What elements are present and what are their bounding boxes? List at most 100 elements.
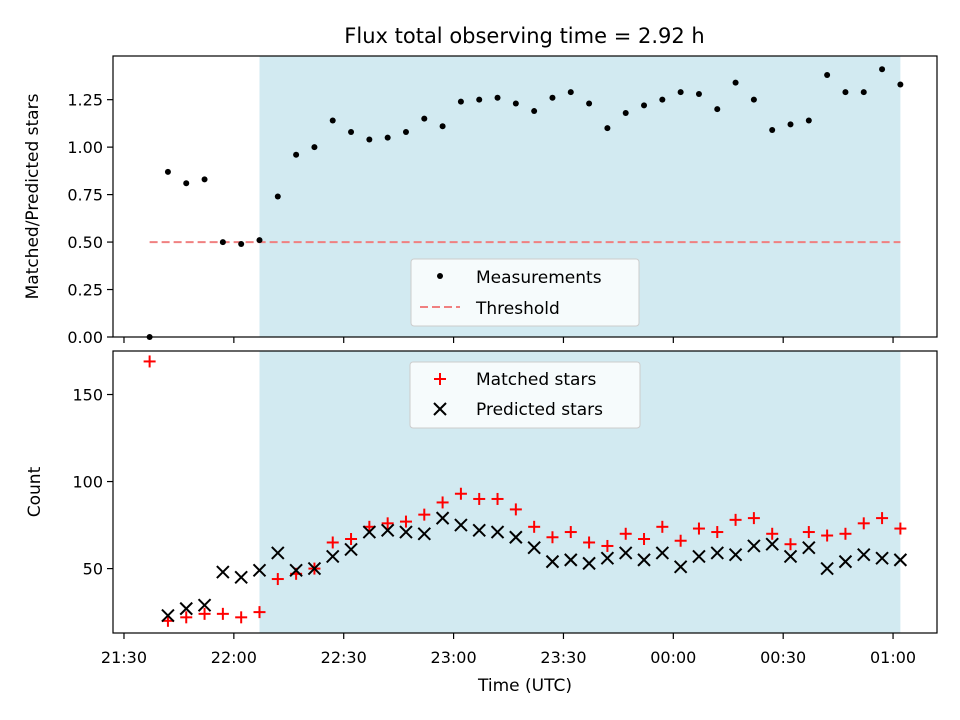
measurement-point (329, 117, 336, 124)
predicted-stars-points (161, 511, 908, 623)
matched-star-point (528, 520, 541, 533)
predicted-star-point (564, 553, 578, 567)
predicted-star-point (875, 551, 889, 565)
matched-star-point (509, 503, 522, 516)
matched-star-point (143, 355, 156, 368)
matched-star-point (638, 533, 651, 545)
matched-star-point (491, 492, 504, 505)
y-tick-label: 0.00 (67, 328, 103, 347)
measurement-point (256, 237, 263, 244)
measurement-point (641, 102, 648, 109)
measurement-point (897, 81, 904, 88)
x-tick-label: 23:30 (540, 648, 586, 667)
bottom-axes-frame (112, 350, 938, 634)
measurement-point (439, 123, 446, 130)
matched-star-point (802, 526, 815, 539)
predicted-star-point (838, 554, 853, 569)
matched-star-point (198, 607, 211, 620)
predicted-star-point (197, 598, 212, 612)
predicted-star-point (692, 549, 706, 564)
matched-star-point (747, 512, 760, 525)
measurement-point (476, 96, 483, 103)
matched-star-point (546, 531, 559, 544)
matched-star-point (436, 496, 449, 509)
predicted-star-point (472, 523, 486, 538)
predicted-star-point (527, 540, 541, 555)
matched-star-point (656, 520, 669, 533)
predicted-star-point (490, 525, 505, 539)
matched-star-point (180, 611, 193, 624)
measurement-point (421, 115, 428, 122)
predicted-star-point (619, 546, 633, 560)
predicted-star-point (234, 570, 248, 585)
y-tick-label: 150 (72, 386, 103, 405)
measurement-point (384, 134, 391, 141)
predicted-star-point (399, 525, 413, 539)
matched-star-point (399, 515, 412, 528)
measurement-point (586, 100, 593, 107)
x-tick-label: 00:30 (760, 648, 806, 667)
measurement-point (787, 121, 794, 128)
predicted-star-point (417, 527, 431, 541)
legend-measurements-label: Measurements (476, 268, 602, 288)
matched-star-point (692, 522, 705, 535)
measurement-point (402, 128, 409, 135)
measurement-point (494, 94, 501, 101)
measurement-point (750, 96, 757, 103)
measurement-point (622, 109, 629, 116)
bottom-panel: 50 100 150 21:30 22:00 22:30 23:00 23:30 00:00 0… (25, 350, 938, 696)
matched-star-point (857, 517, 870, 530)
matched-star-point (601, 539, 614, 552)
predicted-star-point (655, 546, 670, 560)
matched-star-point (619, 527, 632, 540)
matched-star-point (766, 527, 779, 540)
matched-star-point (418, 508, 431, 521)
predicted-star-point (509, 530, 523, 544)
matched-star-point (821, 529, 834, 542)
x-tick-label: 22:30 (321, 648, 367, 667)
measurement-point (238, 240, 245, 247)
measurement-point (769, 127, 776, 134)
legend-predicted-label: Predicted stars (476, 400, 603, 420)
predicted-star-point (747, 539, 761, 553)
predicted-star-point (326, 549, 340, 564)
measurement-point (842, 89, 849, 96)
x-tick-label: 23:00 (431, 648, 477, 667)
measurement-point (714, 106, 721, 113)
x-axis-label: Time (UTC) (477, 676, 572, 696)
measurement-point (512, 100, 519, 107)
x-tick-label: 00:00 (650, 648, 696, 667)
matched-star-point (876, 512, 889, 525)
predicted-star-point (783, 549, 798, 564)
bottom-x-axis: 21:30 22:00 22:30 23:00 23:30 00:00 00:30 01:00 (101, 633, 916, 667)
legend-threshold-label: Threshold (475, 299, 560, 319)
predicted-star-point (216, 565, 230, 579)
matched-star-point (839, 527, 852, 540)
predicted-star-point (252, 563, 267, 578)
bottom-legend: Matched stars Predicted stars (409, 361, 641, 429)
matched-star-point (894, 522, 907, 535)
measurement-point (293, 151, 300, 158)
y-tick-label: 50 (83, 560, 103, 579)
top-legend-box (410, 258, 640, 327)
measurement-point (366, 136, 373, 143)
measurement-point (549, 94, 556, 101)
matched-star-point (473, 492, 486, 505)
predicted-star-point (289, 563, 303, 578)
y-tick-label: 0.25 (67, 281, 103, 300)
legend-matched-marker (434, 373, 446, 385)
y-tick-label: 100 (72, 473, 103, 492)
predicted-star-point (380, 523, 395, 538)
predicted-star-point (673, 560, 688, 574)
measurement-point (164, 168, 171, 175)
matched-star-point (583, 536, 596, 549)
top-y-axis: 0.00 0.25 0.50 0.75 1.00 1.25 (67, 91, 113, 347)
bottom-y-axis: 50 100 150 (72, 386, 113, 579)
measurement-point (348, 128, 355, 135)
measurement-point (604, 125, 611, 132)
measurement-point (695, 90, 702, 97)
y-tick-label: 0.75 (67, 186, 103, 205)
measurement-point (531, 108, 538, 115)
x-tick-label: 22:00 (211, 648, 257, 667)
measurement-point (457, 98, 464, 105)
